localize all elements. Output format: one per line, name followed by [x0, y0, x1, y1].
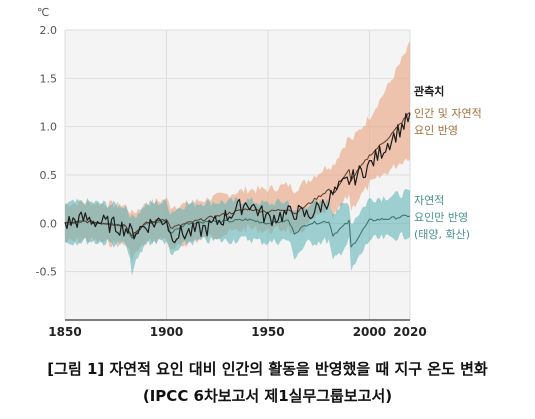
- x-tick-label: 1900: [150, 325, 183, 339]
- legend-label: 인간 및 자연적: [414, 107, 482, 120]
- legend-label: (태양, 화산): [414, 228, 470, 241]
- y-tick-label: 1.5: [40, 72, 58, 85]
- legend-label: 요인 반영: [414, 124, 458, 137]
- x-tick-label: 1850: [48, 325, 81, 339]
- y-tick-label: -0.5: [36, 266, 57, 279]
- x-tick-label: 2000: [353, 325, 386, 339]
- x-tick-label: 2020: [393, 325, 426, 339]
- y-axis: 2.0 1.5 1.0 0.5 0.0 -0.5: [36, 24, 57, 279]
- temperature-change-chart: 2.0 1.5 1.0 0.5 0.0 -0.5 1850 1900 1950 2000 2020…: [36, 6, 482, 339]
- natural-band: [65, 188, 410, 276]
- x-tick-label: 1950: [251, 325, 284, 339]
- legend-label: 자연적: [414, 194, 444, 207]
- y-tick-label: 1.0: [40, 121, 58, 134]
- uncertainty-bands: [65, 41, 410, 276]
- legend-label: 요인만 반영: [414, 211, 468, 224]
- y-tick-label: 0.0: [40, 217, 58, 230]
- y-tick-label: 0.5: [40, 169, 58, 182]
- y-tick-label: 2.0: [40, 24, 58, 37]
- x-axis: 1850 1900 1950 2000 2020: [48, 319, 427, 339]
- figure-caption: [그림 1] 자연적 요인 대비 인간의 활동을 반영했을 때 지구 온도 변화: [47, 360, 488, 378]
- series-lines: [64, 111, 411, 248]
- observed-line: [64, 112, 411, 244]
- figure-source: (IPCC 6차보고서 제1실무그룹보고서): [142, 387, 393, 405]
- y-axis-unit: ℃: [37, 6, 49, 19]
- legend-label: 관측치: [414, 84, 444, 98]
